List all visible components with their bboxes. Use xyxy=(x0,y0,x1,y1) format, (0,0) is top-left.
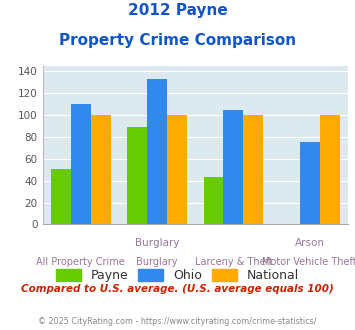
Text: Arson: Arson xyxy=(295,238,325,248)
Bar xyxy=(224,110,243,224)
Text: 2012 Payne: 2012 Payne xyxy=(128,3,227,18)
Bar xyxy=(147,79,167,224)
Bar xyxy=(127,127,147,224)
Text: Compared to U.S. average. (U.S. average equals 100): Compared to U.S. average. (U.S. average … xyxy=(21,284,334,294)
Bar xyxy=(51,169,71,224)
Text: Larceny & Theft: Larceny & Theft xyxy=(195,257,272,267)
Text: Property Crime Comparison: Property Crime Comparison xyxy=(59,33,296,48)
Bar xyxy=(300,143,320,224)
Bar xyxy=(204,178,224,224)
Text: Burglary: Burglary xyxy=(135,238,179,248)
Bar xyxy=(167,115,187,224)
Text: All Property Crime: All Property Crime xyxy=(36,257,125,267)
Text: © 2025 CityRating.com - https://www.cityrating.com/crime-statistics/: © 2025 CityRating.com - https://www.city… xyxy=(38,317,317,326)
Text: Motor Vehicle Theft: Motor Vehicle Theft xyxy=(262,257,355,267)
Text: Burglary: Burglary xyxy=(136,257,178,267)
Bar xyxy=(91,115,110,224)
Bar xyxy=(243,115,263,224)
Bar xyxy=(71,104,91,224)
Bar xyxy=(320,115,339,224)
Legend: Payne, Ohio, National: Payne, Ohio, National xyxy=(50,264,305,287)
